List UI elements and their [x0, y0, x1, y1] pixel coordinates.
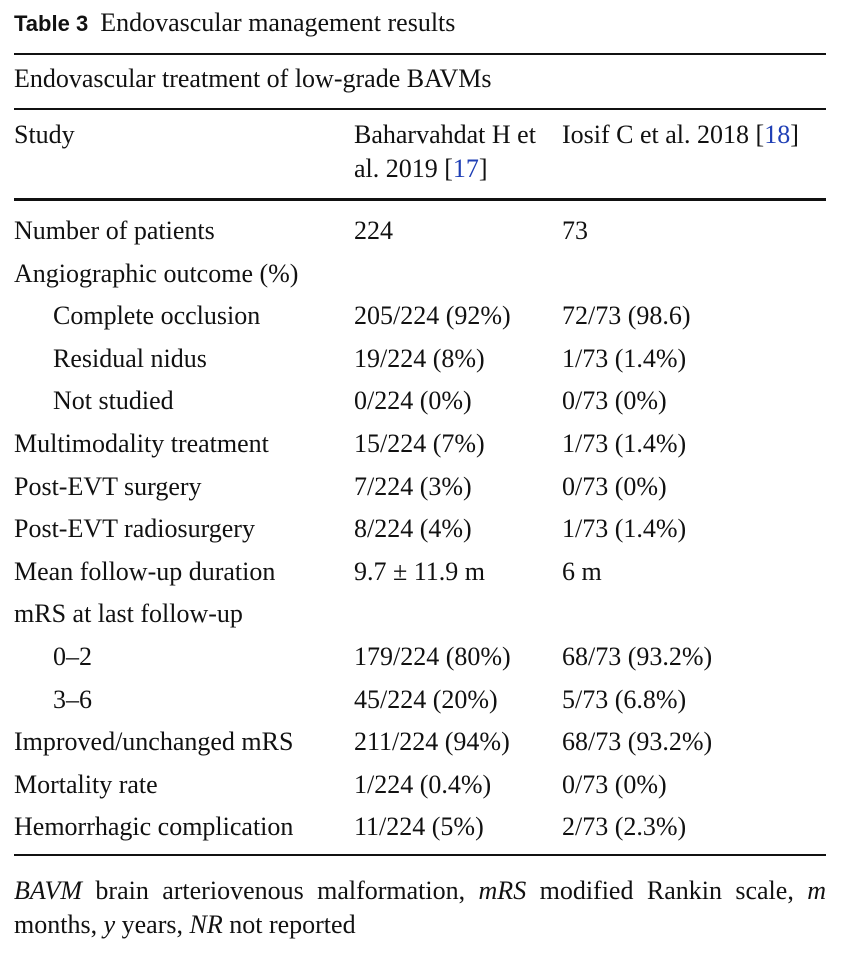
row-label: Residual nidus: [53, 343, 207, 373]
cell-baharvahdat: 224: [354, 216, 393, 245]
row-label: Mean follow-up duration: [14, 556, 276, 586]
footnote-def: months,: [14, 910, 104, 939]
table-row: Mean follow-up duration 9.7 ± 11.9 m 6 m: [14, 555, 826, 598]
cell-baharvahdat: 45/224 (20%): [354, 684, 498, 714]
column-header-row: Study Baharvahdat H et al. 2019 [17] Ios…: [14, 118, 826, 188]
column-header-study: Study: [14, 120, 75, 149]
table-row: 3–6 45/224 (20%) 5/73 (6.8%): [14, 683, 826, 726]
row-label: Multimodality treatment: [14, 428, 269, 458]
table-row: Improved/unchanged mRS 211/224 (94%) 68/…: [14, 725, 826, 768]
row-label: Complete occlusion: [53, 301, 261, 331]
row-label: Improved/unchanged mRS: [14, 727, 294, 757]
table-footnote: BAVM brain arteriovenous malformation, m…: [14, 874, 826, 942]
subheading-rule: [14, 108, 826, 110]
table-row: Not studied 0/224 (0%) 0/73 (0%): [14, 384, 826, 427]
row-label: Mortality rate: [14, 769, 158, 799]
footnote-def: years,: [115, 910, 190, 939]
cell-baharvahdat: 8/224 (4%): [354, 514, 472, 544]
footnote-abbr: NR: [189, 910, 223, 939]
table-body: Number of patients 224 73 Angiographic o…: [14, 214, 826, 853]
footnote-def: not reported: [222, 910, 356, 939]
table-row: Mortality rate 1/224 (0.4%) 0/73 (0%): [14, 768, 826, 811]
table-caption: Table 3 Endovascular management results: [14, 8, 455, 38]
footnote-abbr: BAVM: [14, 876, 83, 905]
cell-iosif: 0/73 (0%): [562, 386, 667, 416]
row-label: mRS at last follow-up: [14, 599, 243, 629]
cell-baharvahdat: 211/224 (94%): [354, 727, 510, 757]
cell-baharvahdat: 7/224 (3%): [354, 471, 472, 501]
cell-baharvahdat: 205/224 (92%): [354, 301, 511, 331]
citation-link-17[interactable]: 17: [452, 154, 479, 183]
table-title: Endovascular management results: [100, 8, 456, 37]
bottom-rule: [14, 854, 826, 856]
row-label: Angiographic outcome (%): [14, 258, 299, 288]
cell-iosif: 72/73 (98.6): [562, 301, 691, 331]
cell-baharvahdat: 11/224 (5%): [354, 812, 484, 842]
footnote-abbr: y: [103, 910, 116, 939]
cell-iosif: 68/73 (93.2%): [562, 641, 713, 671]
row-label: 3–6: [53, 684, 92, 714]
table-row: 0–2 179/224 (80%) 68/73 (93.2%): [14, 640, 826, 683]
header-rule: [14, 198, 826, 201]
cell-iosif: 1/73 (1.4%): [562, 428, 687, 458]
table-row: Post-EVT surgery 7/224 (3%) 0/73 (0%): [14, 470, 826, 513]
cell-baharvahdat: 9.7 ± 11.9 m: [354, 556, 486, 586]
cell-iosif: 1/73 (1.4%): [562, 514, 687, 544]
table-row: Multimodality treatment 15/224 (7%) 1/73…: [14, 427, 826, 470]
cell-iosif: 0/73 (0%): [562, 471, 667, 501]
cell-iosif: 0/73 (0%): [562, 769, 667, 799]
table-row: Number of patients 224 73: [14, 214, 826, 257]
table-row: Complete occlusion 205/224 (92%) 72/73 (…: [14, 299, 826, 342]
cell-baharvahdat: 15/224 (7%): [354, 428, 485, 458]
table-row: mRS at last follow-up: [14, 597, 826, 640]
cell-iosif: 6 m: [562, 556, 602, 586]
cell-baharvahdat: 0/224 (0%): [354, 386, 472, 416]
top-rule: [14, 53, 826, 55]
column-header-iosif: Iosif C et al. 2018 [18]: [562, 120, 799, 149]
cell-baharvahdat: 179/224 (80%): [354, 641, 511, 671]
cell-iosif: 5/73 (6.8%): [562, 684, 687, 714]
cell-baharvahdat: 1/224 (0.4%): [354, 769, 492, 799]
cell-iosif: 2/73 (2.3%): [562, 812, 687, 842]
row-label: Number of patients: [14, 216, 215, 245]
table-row: Post-EVT radiosurgery 8/224 (4%) 1/73 (1…: [14, 512, 826, 555]
table-label: Table 3: [14, 11, 89, 36]
footnote-def: brain arteriovenous malformation,: [82, 876, 479, 905]
row-label: Post-EVT radiosurgery: [14, 514, 255, 544]
table-subheading: Endovascular treatment of low-grade BAVM…: [14, 64, 492, 93]
row-label: Not studied: [53, 386, 174, 416]
cell-iosif: 73: [562, 216, 588, 245]
table-row: Hemorrhagic complication 11/224 (5%) 2/7…: [14, 810, 826, 853]
citation-link-18[interactable]: 18: [764, 120, 791, 149]
column-header-baharvahdat: Baharvahdat H et al. 2019 [17]: [354, 120, 536, 183]
table-row: Angiographic outcome (%): [14, 257, 826, 300]
footnote-def: modified Rankin scale,: [526, 876, 808, 905]
footnote-abbr: m: [807, 876, 826, 905]
row-label: 0–2: [53, 641, 92, 671]
cell-iosif: 68/73 (93.2%): [562, 727, 713, 757]
footnote-abbr: mRS: [478, 876, 527, 905]
row-label: Post-EVT surgery: [14, 471, 202, 501]
table-row: Residual nidus 19/224 (8%) 1/73 (1.4%): [14, 342, 826, 385]
cell-iosif: 1/73 (1.4%): [562, 343, 687, 373]
cell-baharvahdat: 19/224 (8%): [354, 343, 485, 373]
row-label: Hemorrhagic complication: [14, 812, 294, 842]
